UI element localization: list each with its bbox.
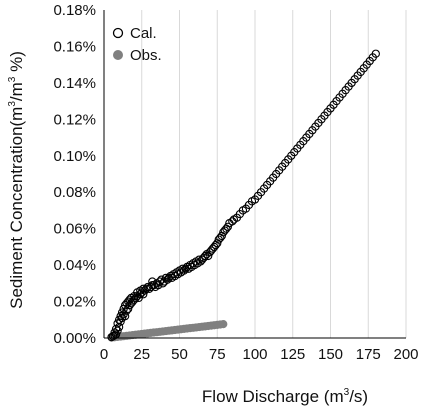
- legend-cal-marker: [112, 27, 124, 39]
- y-axis-title: Sediment Concentration(m3/m3 %): [7, 51, 26, 309]
- x-tick-label: 125: [280, 346, 305, 363]
- x-tick-label: 200: [393, 346, 418, 363]
- cal-point: [120, 311, 130, 321]
- legend-obs-label: Obs.: [130, 47, 162, 64]
- y-tick-label: 0.04%: [53, 257, 96, 274]
- cal-point: [371, 49, 380, 58]
- cal-point: [223, 222, 232, 231]
- cal-point: [194, 255, 204, 264]
- y-tick-label: 0.14%: [53, 75, 96, 92]
- x-tick-label: 150: [318, 346, 343, 363]
- x-tick-label: 75: [209, 346, 226, 363]
- x-tick-label: 25: [133, 346, 150, 363]
- y-tick-label: 0.00%: [53, 330, 96, 347]
- y-tick-label: 0.08%: [53, 184, 96, 201]
- y-tick-label: 0.10%: [53, 148, 96, 165]
- cal-series: [107, 49, 380, 342]
- cal-point: [161, 273, 171, 283]
- x-axis-title: Flow Discharge (m3/s): [202, 387, 368, 406]
- legend-obs-marker: [113, 50, 123, 60]
- cal-point: [116, 317, 125, 326]
- y-tick-labels: 0.00% 0.02% 0.04% 0.06% 0.08% 0.10% 0.12% 0.14%…: [53, 2, 96, 347]
- x-tick-label: 100: [242, 346, 267, 363]
- legend-cal-label: Cal.: [130, 25, 157, 42]
- x-tick-label: 175: [356, 346, 381, 363]
- x-tick-labels: 0 25 50 75 100 125 150 175 200: [100, 346, 419, 363]
- y-tick-label: 0.02%: [53, 294, 96, 311]
- cal-point: [139, 284, 148, 293]
- y-tick-label: 0.18%: [53, 2, 96, 19]
- y-tick-label: 0.12%: [53, 111, 96, 128]
- x-tick-label: 0: [100, 346, 108, 363]
- cal-point: [178, 264, 187, 273]
- cal-point: [142, 284, 151, 293]
- obs-point: [219, 320, 228, 329]
- y-tick-label: 0.16%: [53, 38, 96, 55]
- y-tick-label: 0.06%: [53, 221, 96, 238]
- legend: Cal. Obs.: [112, 25, 162, 64]
- x-tick-label: 50: [171, 346, 188, 363]
